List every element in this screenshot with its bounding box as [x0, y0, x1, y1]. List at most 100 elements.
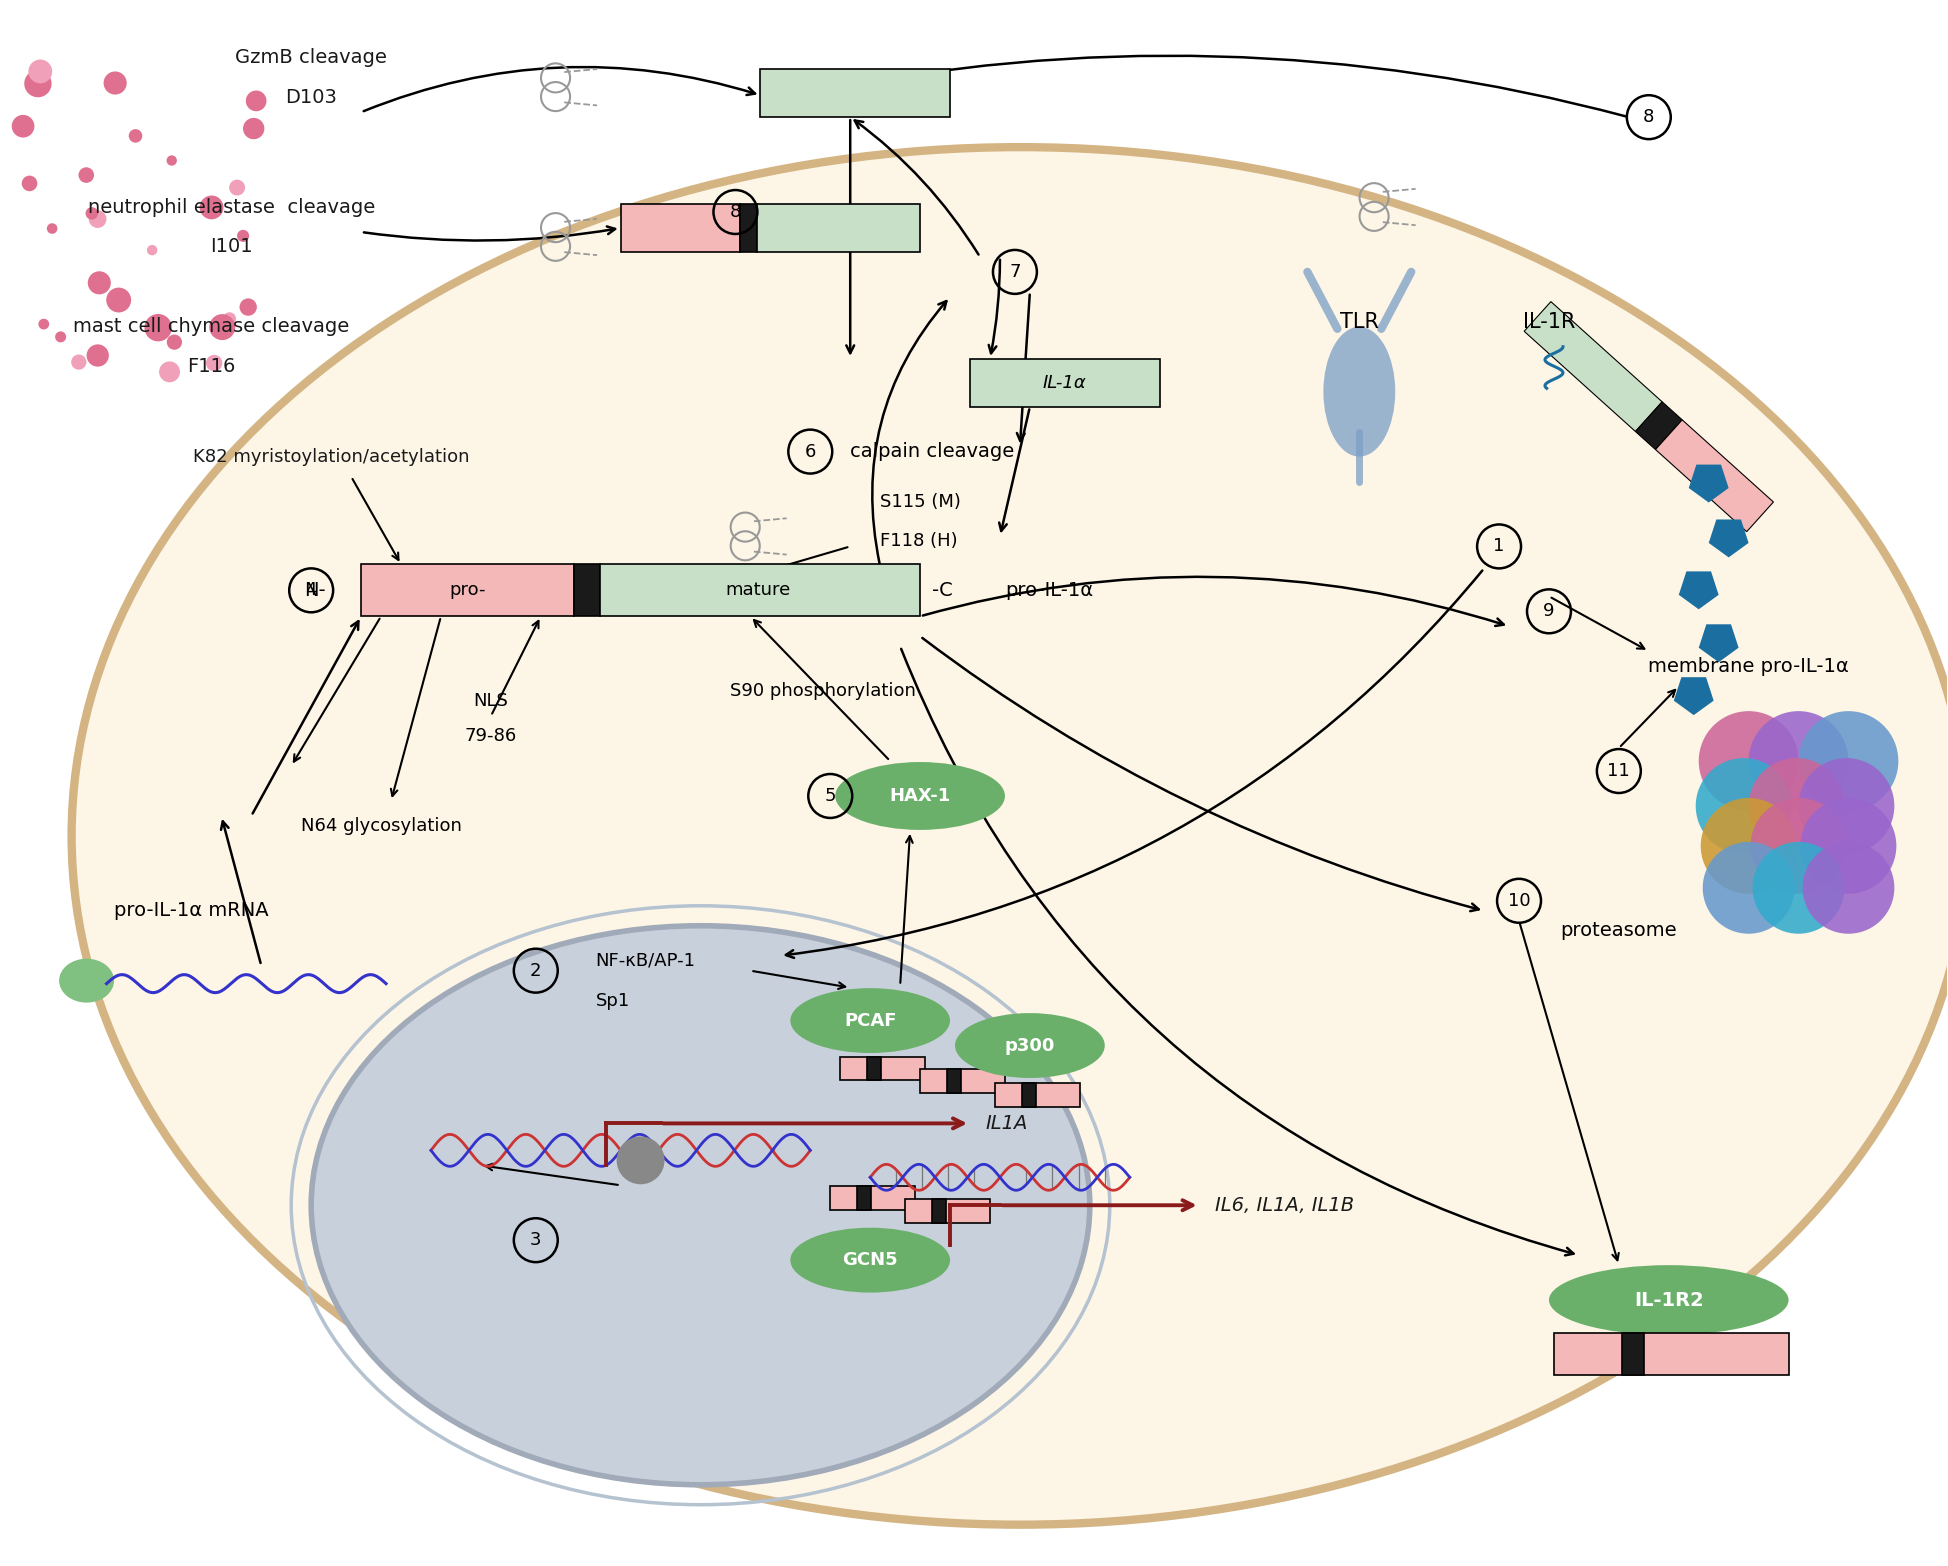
Bar [756, 204, 919, 252]
Circle shape [1701, 799, 1796, 894]
Circle shape [129, 128, 142, 143]
Text: 7: 7 [1009, 263, 1021, 280]
Bar [857, 1187, 871, 1211]
Bar [993, 1084, 1079, 1107]
Ellipse shape [791, 1228, 949, 1292]
Ellipse shape [791, 988, 949, 1052]
Circle shape [1749, 799, 1845, 894]
Bar [1553, 1333, 1788, 1375]
Ellipse shape [72, 147, 1948, 1525]
Circle shape [144, 313, 171, 341]
Polygon shape [1654, 420, 1773, 532]
Text: -C: -C [931, 581, 953, 600]
Text: mature: mature [725, 581, 791, 600]
Circle shape [21, 175, 37, 191]
Text: 2: 2 [530, 962, 542, 980]
Circle shape [1703, 843, 1794, 933]
Circle shape [107, 288, 131, 313]
Circle shape [47, 224, 56, 233]
Circle shape [1751, 843, 1843, 933]
Polygon shape [1634, 402, 1681, 449]
Circle shape [244, 117, 265, 139]
Bar [740, 204, 756, 252]
Text: 8: 8 [729, 204, 740, 221]
Bar [1621, 1333, 1642, 1375]
Bar [573, 564, 600, 617]
Text: membrane pro-IL-1α: membrane pro-IL-1α [1648, 656, 1849, 675]
Circle shape [86, 345, 109, 366]
Circle shape [88, 271, 111, 294]
Text: K82 myristoylation/acetylation: K82 myristoylation/acetylation [193, 448, 469, 465]
Circle shape [1798, 711, 1897, 811]
Text: proteasome: proteasome [1560, 921, 1677, 940]
Text: 6: 6 [805, 443, 816, 460]
Text: 1: 1 [1492, 537, 1504, 556]
Circle shape [29, 60, 53, 83]
Text: PCAF: PCAF [843, 1012, 896, 1029]
Bar [919, 1070, 1005, 1093]
Ellipse shape [836, 763, 1005, 830]
Ellipse shape [955, 1013, 1105, 1077]
Text: TLR: TLR [1338, 312, 1377, 332]
Text: S90 phosphorylation: S90 phosphorylation [730, 683, 916, 700]
Circle shape [1800, 799, 1895, 894]
Text: S115 (M): S115 (M) [880, 492, 960, 511]
Text: 79-86: 79-86 [464, 727, 516, 745]
Text: 4: 4 [306, 581, 318, 600]
Text: neutrophil elastase  cleavage: neutrophil elastase cleavage [88, 197, 374, 216]
Ellipse shape [58, 958, 115, 1002]
Circle shape [230, 180, 245, 196]
Bar [1021, 1084, 1034, 1107]
Circle shape [78, 168, 94, 183]
Circle shape [616, 1137, 664, 1184]
Text: mast cell chymase cleavage: mast cell chymase cleavage [74, 318, 349, 337]
Text: 10: 10 [1508, 891, 1529, 910]
Text: pro-IL-1α: pro-IL-1α [1005, 581, 1093, 600]
Circle shape [160, 362, 179, 382]
Circle shape [1695, 758, 1790, 853]
Text: D103: D103 [284, 88, 337, 106]
Text: IL1A: IL1A [984, 1113, 1027, 1132]
Bar [904, 1200, 990, 1223]
Circle shape [12, 114, 35, 138]
Circle shape [39, 319, 49, 329]
Text: N64 glycosylation: N64 glycosylation [300, 817, 462, 835]
Bar [931, 1200, 945, 1223]
Text: pro-: pro- [448, 581, 485, 600]
Text: F118 (H): F118 (H) [880, 532, 956, 550]
Circle shape [208, 315, 236, 340]
Text: Sp1: Sp1 [596, 991, 629, 1010]
Text: pro-IL-1α mRNA: pro-IL-1α mRNA [115, 902, 269, 921]
Text: IL-1R: IL-1R [1521, 312, 1574, 332]
Circle shape [23, 70, 51, 97]
Circle shape [146, 244, 158, 255]
Text: F116: F116 [187, 357, 236, 376]
Circle shape [245, 91, 267, 111]
Text: GCN5: GCN5 [842, 1251, 898, 1268]
Circle shape [1699, 711, 1798, 811]
Text: 5: 5 [824, 788, 836, 805]
Text: 3: 3 [530, 1231, 542, 1250]
Bar [947, 1070, 960, 1093]
Circle shape [166, 155, 177, 166]
Circle shape [1747, 711, 1847, 811]
Ellipse shape [1323, 327, 1395, 457]
Circle shape [206, 355, 222, 371]
Text: HAX-1: HAX-1 [888, 788, 951, 805]
Text: GzmB cleavage: GzmB cleavage [236, 49, 388, 67]
Circle shape [168, 335, 181, 349]
Text: p300: p300 [1005, 1037, 1054, 1054]
Bar [840, 1057, 925, 1081]
Circle shape [86, 207, 97, 219]
Text: N-: N- [304, 581, 325, 600]
Text: IL-1α: IL-1α [1042, 374, 1087, 392]
Bar [830, 1187, 916, 1211]
Bar [360, 564, 573, 617]
Circle shape [1747, 758, 1843, 853]
Circle shape [72, 354, 86, 370]
Text: 9: 9 [1543, 603, 1555, 620]
Ellipse shape [1549, 1265, 1788, 1336]
Bar [970, 359, 1159, 407]
Text: calpain cleavage: calpain cleavage [849, 442, 1015, 460]
Circle shape [103, 72, 127, 94]
